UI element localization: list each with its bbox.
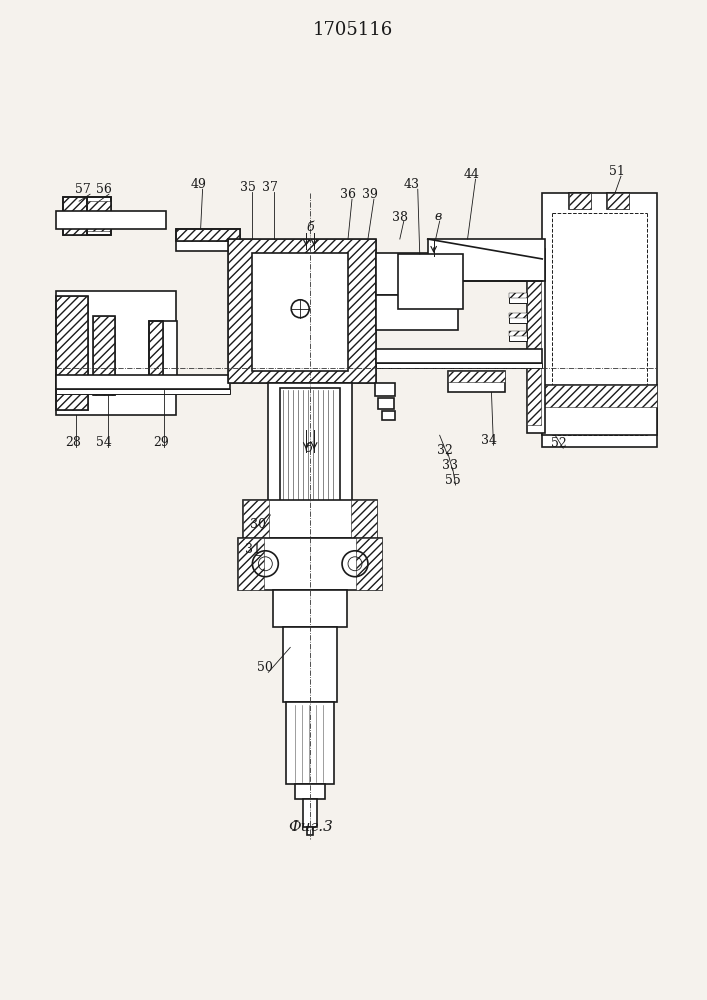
Bar [376,253,457,295]
Bar [569,193,591,209]
Text: 1705116: 1705116 [313,21,393,39]
Bar [63,197,111,235]
Bar [509,349,527,354]
Bar [303,799,317,827]
Bar [375,383,395,396]
Text: 54: 54 [96,436,112,449]
Text: 33: 33 [442,459,457,472]
Bar [509,293,527,303]
Bar [269,383,352,513]
Bar [148,321,163,390]
Bar [148,321,163,390]
Text: б: б [305,442,312,455]
Bar [509,331,527,341]
Text: 51: 51 [609,165,625,178]
Bar [274,590,347,627]
Bar [527,256,542,425]
Bar [286,702,334,784]
Bar [243,500,269,538]
Bar [382,411,395,420]
Bar [542,193,657,447]
Text: Фиг.3: Фиг.3 [288,820,332,834]
Text: 31: 31 [245,543,262,556]
Bar [376,363,542,368]
Bar [448,371,506,392]
Bar [448,371,506,382]
Bar [542,385,657,407]
Bar [56,296,88,410]
Bar [509,271,527,276]
Bar [284,627,337,702]
Bar [243,500,377,538]
Text: 30: 30 [250,518,267,531]
Text: 43: 43 [404,178,420,191]
Bar [398,254,462,309]
Bar [607,193,629,209]
Text: 56: 56 [96,183,112,196]
Text: 32: 32 [437,444,452,457]
Text: 55: 55 [445,474,460,487]
Text: б: б [306,221,314,234]
Bar [87,197,111,235]
Bar [378,398,394,409]
Text: 44: 44 [464,168,479,181]
Bar [176,229,240,241]
Bar [376,295,457,330]
Bar [527,249,545,433]
Bar [509,331,527,336]
Text: в: в [434,210,441,223]
Bar [356,538,382,590]
Text: 35: 35 [240,181,257,194]
Bar [238,538,264,590]
Bar [56,296,88,410]
Bar [509,293,527,298]
Bar [93,316,115,395]
Bar [63,197,87,235]
Bar [228,239,376,383]
Bar [56,291,176,415]
Bar [176,229,240,241]
Text: 49: 49 [191,178,206,191]
Bar [351,500,377,538]
Text: 52: 52 [551,437,567,450]
Bar [607,193,629,209]
Text: 37: 37 [262,181,279,194]
Bar [56,375,230,389]
Text: 50: 50 [257,661,274,674]
Bar [280,388,340,503]
Text: 39: 39 [362,188,378,201]
Bar [509,349,527,359]
Text: 28: 28 [65,436,81,449]
Text: 29: 29 [153,436,169,449]
Bar [252,253,348,371]
Bar [238,538,382,590]
Bar [93,316,115,395]
Bar [296,784,325,799]
Bar [569,193,591,209]
Bar [176,229,240,251]
Bar [376,349,542,363]
Bar [63,197,87,235]
Text: 57: 57 [75,183,91,196]
Bar [56,211,165,229]
Bar [228,239,376,383]
Bar [148,321,177,390]
Bar [509,313,527,318]
Bar [307,827,313,835]
Bar [509,313,527,323]
Bar [56,389,230,394]
Bar [428,239,545,281]
Bar [509,271,527,281]
Text: 38: 38 [392,211,408,224]
Text: 36: 36 [340,188,356,201]
Text: 34: 34 [481,434,498,447]
Bar [87,201,111,231]
Bar [542,385,657,435]
